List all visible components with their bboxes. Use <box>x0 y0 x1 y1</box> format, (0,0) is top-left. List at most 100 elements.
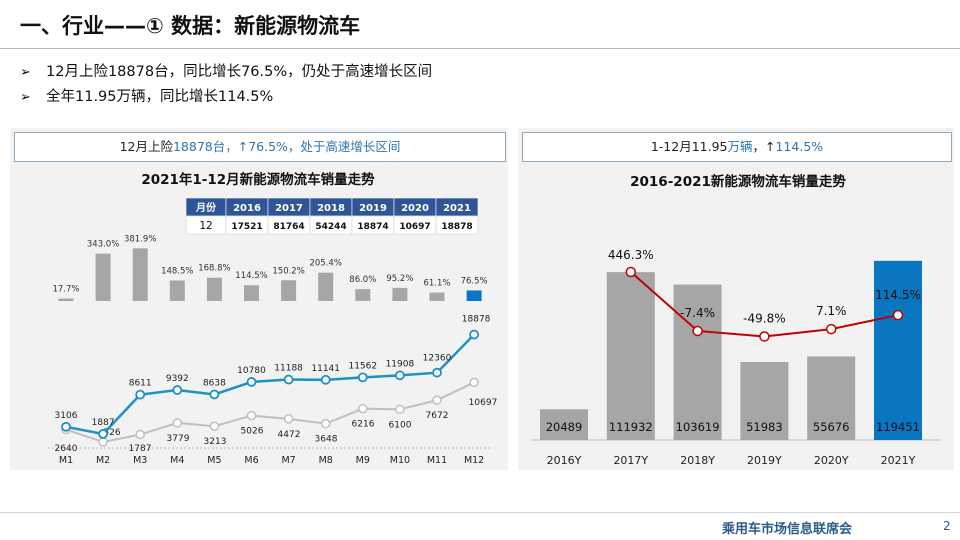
left-callout: 12月上险18878台，↑76.5%，处于高速增长区间 <box>14 132 506 162</box>
x-tick-label: M12 <box>464 455 484 466</box>
bullet-text-2: 全年11.95万辆，同比增长114.5% <box>46 89 274 105</box>
growth-point-red <box>892 309 904 321</box>
series-label-blue: 11188 <box>274 364 303 374</box>
series-label-blue: 12360 <box>423 354 452 364</box>
growth-bar <box>392 287 408 301</box>
growth-bar-label: 148.5% <box>161 267 193 277</box>
annual-tick-label: 2017Y <box>613 454 648 467</box>
title-divider <box>0 48 960 49</box>
growth-bar <box>355 289 371 301</box>
annual-bar <box>807 356 856 440</box>
x-tick-label: M3 <box>133 455 147 466</box>
table-header-label: 2019 <box>359 203 387 214</box>
series-label-gray: 526 <box>103 428 120 438</box>
series-point-gray <box>246 410 257 421</box>
series-point-blue <box>61 421 71 432</box>
series-point-blue <box>135 389 146 400</box>
table-cell <box>435 215 479 235</box>
x-tick-label: M8 <box>319 455 333 466</box>
series-point-blue <box>283 374 294 385</box>
series-point-blue <box>357 372 368 383</box>
right-callout-highlight-2: 114.5% <box>775 139 824 154</box>
growth-bar <box>318 272 334 301</box>
series-label-blue: 11141 <box>311 364 340 374</box>
series-label-blue: 8611 <box>129 379 152 389</box>
table-header-label: 月份 <box>195 201 217 214</box>
bullet-item-2: ➢ 全年11.95万辆，同比增长114.5% <box>20 85 273 106</box>
table-header-label: 2016 <box>233 203 261 214</box>
series-label-blue: 9392 <box>166 374 189 384</box>
annual-bar-label: 55676 <box>813 420 850 434</box>
growth-bar <box>466 290 482 301</box>
series-label-gray: 10697 <box>469 398 498 408</box>
footer-divider <box>0 512 960 513</box>
annual-bar-label: 103619 <box>676 420 720 434</box>
table-header-label: 2021 <box>443 203 471 214</box>
growth-point-label: 114.5% <box>875 288 921 302</box>
growth-bar-label: 168.8% <box>198 264 230 274</box>
growth-point-red <box>825 323 837 335</box>
bullet-text-1: 12月上险18878台，同比增长76.5%，仍处于高速增长区间 <box>46 64 433 80</box>
x-tick-label: M10 <box>390 455 410 466</box>
series-label-gray: 2640 <box>55 444 78 454</box>
growth-bar <box>169 280 185 301</box>
series-label-gray: 6100 <box>389 420 412 430</box>
series-label-blue: 18878 <box>462 315 491 325</box>
right-callout: 1-12月11.95万辆，↑114.5% <box>522 132 952 162</box>
footer-organization: 乘用车市场信息联席会 <box>722 522 853 537</box>
table-cell-value: 10697 <box>399 222 430 232</box>
growth-point-label: 7.1% <box>816 304 847 318</box>
annual-bar-label: 51983 <box>746 420 783 434</box>
series-label-gray: 5026 <box>241 427 264 437</box>
series-point-blue <box>394 370 405 381</box>
series-point-gray <box>98 437 108 447</box>
x-tick-label: M1 <box>59 455 73 466</box>
series-label-blue: 11562 <box>348 361 377 371</box>
page-title: 一、行业——① 数据：新能源物流车 <box>20 14 361 38</box>
annual-bar-label: 111932 <box>609 420 653 434</box>
growth-point-label: 446.3% <box>608 248 654 262</box>
growth-bar-label: 343.0% <box>87 240 119 250</box>
series-point-gray <box>395 404 405 415</box>
growth-bar <box>244 285 259 301</box>
series-label-blue: 3106 <box>55 411 78 421</box>
growth-bar-label: 76.5% <box>461 276 488 286</box>
growth-bar <box>132 248 148 301</box>
growth-bar <box>206 277 222 301</box>
growth-bar-label: 114.5% <box>235 271 267 281</box>
table-cell-value: 18874 <box>357 222 388 232</box>
growth-bar-label: 95.2% <box>386 274 413 284</box>
series-point-blue <box>98 429 108 439</box>
series-label-gray: 6216 <box>352 420 375 430</box>
series-point-gray <box>432 395 442 405</box>
series-label-gray: 3779 <box>167 434 190 444</box>
table-cell-value: 18878 <box>441 222 472 232</box>
series-line-blue <box>65 333 475 436</box>
growth-bar-label: 17.7% <box>52 285 79 295</box>
growth-point-label: -7.4% <box>680 306 715 320</box>
series-point-gray <box>283 414 294 424</box>
growth-bar <box>429 292 445 301</box>
annual-bar-label: 119451 <box>876 420 920 434</box>
page-number: 2 <box>943 519 951 533</box>
growth-bar-label: 86.0% <box>349 275 376 285</box>
series-label-gray: 3213 <box>204 437 227 447</box>
right-callout-plain-2: ，↑ <box>752 139 776 154</box>
growth-line-red <box>630 271 899 338</box>
table-header-label: 2018 <box>317 203 345 214</box>
series-point-gray <box>320 418 331 429</box>
right-callout-highlight-1: 万辆 <box>727 139 753 154</box>
right-chart-title: 2016-2021新能源物流车销量走势 <box>630 173 846 190</box>
series-point-gray <box>172 418 183 428</box>
x-tick-label: M9 <box>356 455 370 466</box>
table-cell-value: 81764 <box>273 222 304 232</box>
growth-bar-label: 381.9% <box>124 234 156 244</box>
series-point-gray <box>135 429 145 440</box>
series-point-blue <box>320 374 331 385</box>
series-point-blue <box>209 389 220 400</box>
annual-tick-label: 2018Y <box>680 454 715 467</box>
annual-bar <box>606 272 655 440</box>
series-label-gray: 3648 <box>315 435 338 445</box>
growth-bar <box>95 253 111 301</box>
